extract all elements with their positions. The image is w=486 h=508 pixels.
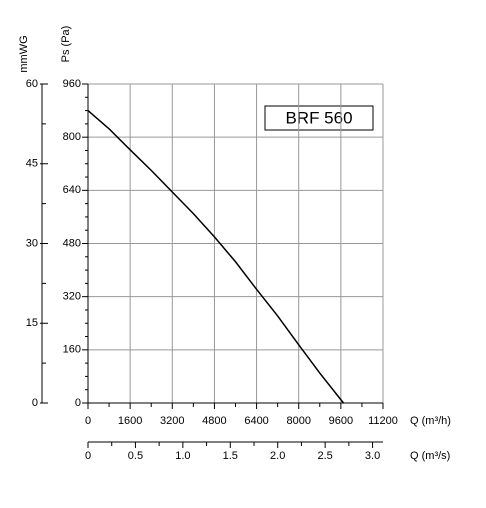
- x-tick-label: 4800: [202, 415, 226, 427]
- y2-tick-label: 30: [26, 237, 38, 249]
- x2-tick-label: 1.0: [175, 450, 190, 462]
- x2-axis-label: Q (m³/s): [410, 450, 450, 462]
- y-tick-label: 0: [75, 397, 81, 409]
- y-axis-label: Ps (Pa): [60, 26, 72, 63]
- y-tick-label: 960: [63, 78, 81, 90]
- x-tick-label: 8000: [286, 415, 310, 427]
- x2-tick-label: 0.5: [128, 450, 143, 462]
- x2-tick-label: 1.5: [223, 450, 238, 462]
- x2-tick-label: 2.0: [270, 450, 285, 462]
- y-tick-label: 160: [63, 344, 81, 356]
- chart-title: BRF 560: [285, 108, 352, 127]
- title-box: [264, 105, 374, 131]
- y-tick-label: 320: [63, 291, 81, 303]
- x-axis-label: Q (m³/h): [410, 415, 451, 427]
- y2-tick-label: 60: [26, 78, 38, 90]
- y-tick-label: 640: [63, 184, 81, 196]
- y-tick-label: 800: [63, 131, 81, 143]
- curve: [87, 110, 345, 404]
- y2-tick-label: 15: [26, 317, 38, 329]
- x-tick-label: 3200: [160, 415, 184, 427]
- x2-tick-label: 3.0: [365, 450, 380, 462]
- x-tick-label: 0: [85, 415, 91, 427]
- x-tick-label: 1600: [118, 415, 142, 427]
- x2-tick-label: 2.5: [317, 450, 332, 462]
- x2-tick-label: 0: [85, 450, 91, 462]
- y2-tick-label: 45: [26, 158, 38, 170]
- x-tick-label: 11200: [368, 415, 398, 427]
- y-tick-label: 480: [63, 237, 81, 249]
- x-tick-label: 6400: [244, 415, 268, 427]
- x-tick-label: 9600: [329, 415, 353, 427]
- y2-axis-label: mmWG: [18, 35, 30, 72]
- y2-tick-label: 0: [32, 397, 38, 409]
